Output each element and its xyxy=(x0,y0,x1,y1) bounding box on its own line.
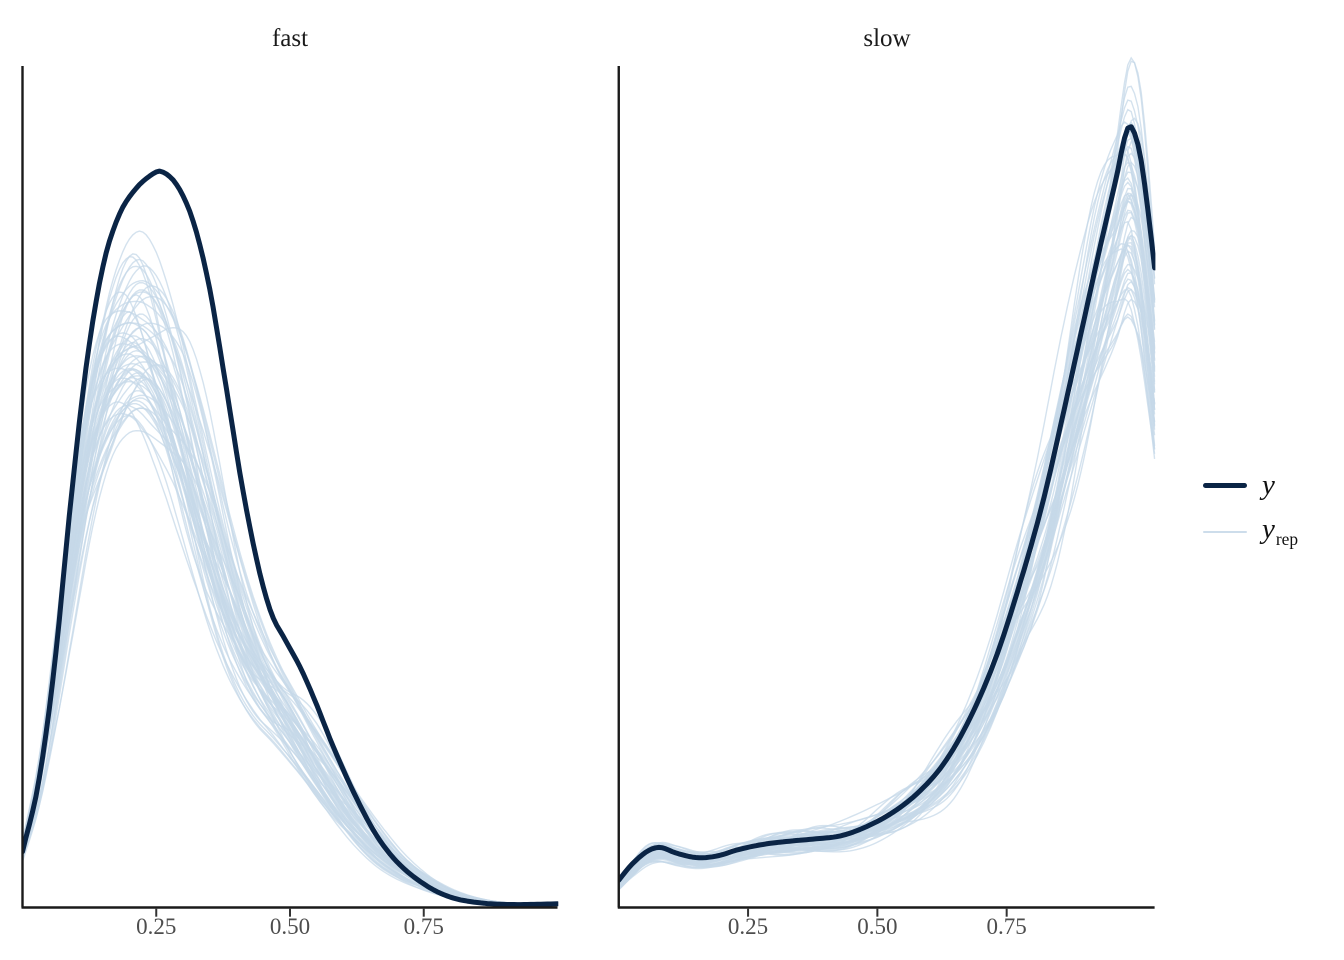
y-density-curve-slow xyxy=(618,124,1156,883)
yrep-density-curve xyxy=(618,288,1156,885)
yrep-density-curve xyxy=(22,401,558,907)
yrep-density-curve xyxy=(618,145,1156,884)
yrep-density-curve xyxy=(618,131,1156,884)
yrep-density-curve xyxy=(618,108,1156,883)
yrep-density-curve xyxy=(618,193,1156,890)
yrep-density-curve xyxy=(618,152,1156,887)
yrep-density-curve xyxy=(618,117,1156,886)
yrep-line-swatch xyxy=(1203,531,1247,533)
x-tick-label: 0.25 xyxy=(136,914,177,939)
facet-title-fast: fast xyxy=(271,25,309,52)
panel-fast xyxy=(22,168,559,908)
yrep-density-curve xyxy=(618,161,1156,889)
yrep-density-curve xyxy=(22,265,558,906)
yrep-density-curve xyxy=(618,286,1156,889)
yrep-density-curve xyxy=(618,161,1156,885)
yrep-density-curve xyxy=(22,335,558,906)
yrep-density-curve xyxy=(22,361,558,906)
yrep-density-curve xyxy=(618,56,1156,887)
yrep-density-curve xyxy=(618,130,1156,886)
legend-label-yrep: yrep xyxy=(1262,515,1298,548)
yrep-density-curve xyxy=(22,265,558,906)
yrep-density-curve xyxy=(22,429,558,907)
yrep-curves-slow xyxy=(618,56,1156,891)
yrep-density-curve xyxy=(22,372,558,906)
yrep-density-curve xyxy=(618,192,1156,887)
yrep-density-curve xyxy=(618,187,1156,888)
legend-label-y: y xyxy=(1262,468,1275,501)
yrep-density-curve xyxy=(22,258,558,906)
yrep-density-curve xyxy=(22,414,558,907)
panel-slow xyxy=(618,56,1156,891)
yrep-density-curve xyxy=(22,404,558,907)
yrep-density-curve xyxy=(618,127,1156,883)
yrep-density-curve xyxy=(618,152,1156,882)
x-tick-label: 0.75 xyxy=(403,914,444,939)
yrep-density-curve xyxy=(22,403,558,907)
legend-item-yrep: yrep xyxy=(1203,513,1343,551)
legend-item-y: y xyxy=(1203,466,1343,504)
yrep-density-curve xyxy=(22,253,558,906)
x-tick-label: 0.50 xyxy=(857,914,898,939)
legend: y yrep xyxy=(1203,466,1343,551)
yrep-density-curve xyxy=(618,152,1156,883)
yrep-density-curve xyxy=(618,129,1156,886)
yrep-density-curve xyxy=(618,192,1156,886)
yrep-density-curve xyxy=(618,140,1156,885)
yrep-density-curve xyxy=(618,60,1156,885)
legend-label-yrep-text: y xyxy=(1262,513,1275,546)
facet-title-slow: slow xyxy=(863,25,911,52)
yrep-curves-fast xyxy=(22,230,558,907)
yrep-density-curve xyxy=(618,85,1156,885)
yrep-density-curve xyxy=(618,248,1156,887)
y-line-swatch xyxy=(1203,482,1247,488)
legend-label-y-text: y xyxy=(1262,468,1275,501)
yrep-density-curve xyxy=(618,121,1156,885)
yrep-density-curve xyxy=(618,209,1156,886)
y-density-curve-fast xyxy=(22,168,559,908)
x-tick-label: 0.75 xyxy=(986,914,1027,939)
yrep-density-curve xyxy=(618,127,1156,886)
yrep-density-curve xyxy=(618,181,1156,883)
yrep-density-curve xyxy=(22,338,558,906)
yrep-density-curve xyxy=(618,194,1156,885)
legend-label-yrep-sub: rep xyxy=(1275,529,1299,550)
x-tick-label: 0.25 xyxy=(727,914,769,939)
yrep-density-curve xyxy=(618,176,1156,888)
yrep-density-curve xyxy=(618,146,1156,885)
yrep-density-curve xyxy=(22,375,558,906)
yrep-density-curve xyxy=(618,137,1156,884)
yrep-density-curve xyxy=(618,121,1156,884)
x-tick-label: 0.50 xyxy=(269,914,311,939)
